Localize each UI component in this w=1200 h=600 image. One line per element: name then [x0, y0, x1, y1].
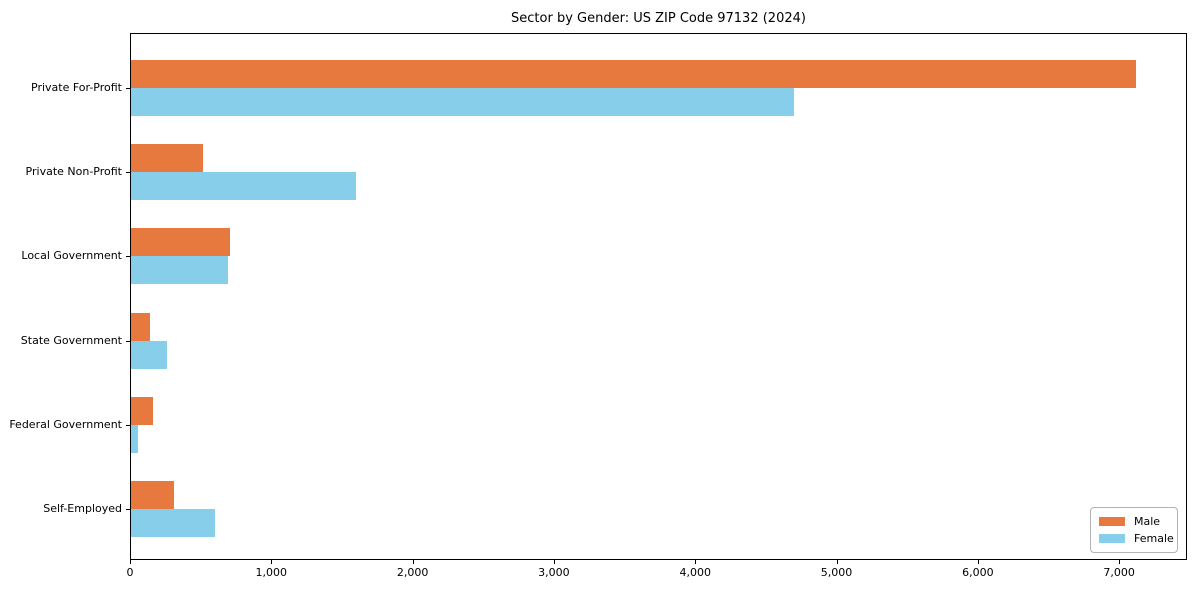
xtick-label: 5,000	[820, 566, 853, 579]
bar-male-5	[131, 481, 174, 509]
bar-female-3	[131, 340, 168, 369]
xtick-label: 4,000	[679, 566, 711, 579]
bar-female-2	[131, 256, 228, 285]
ytick-label: Federal Government	[9, 417, 122, 431]
ytick-mark	[126, 340, 130, 342]
xtick-label: 1,000	[255, 566, 288, 579]
bar-female-4	[131, 424, 138, 453]
ytick-label: State Government	[20, 333, 122, 347]
xtick-mark	[836, 560, 838, 564]
ytick-label: Private For-Profit	[31, 81, 122, 94]
bar-male-4	[131, 396, 153, 425]
xtick-label: 6,000	[962, 566, 994, 579]
ytick-mark	[126, 509, 130, 510]
legend-label-male: Male	[1134, 515, 1161, 528]
bar-male-1	[131, 144, 204, 173]
ytick-label: Private Non-Profit	[25, 165, 122, 179]
ytick-mark	[126, 256, 130, 258]
bar-female-5	[131, 509, 216, 537]
ytick-label: Self-Employed	[43, 502, 122, 515]
chart-title: Sector by Gender: US ZIP Code 97132 (202…	[511, 11, 806, 26]
xtick-mark	[271, 560, 273, 564]
xtick-mark	[553, 560, 555, 564]
bar-female-1	[131, 172, 357, 201]
xtick-label: 7,000	[1103, 566, 1135, 579]
xtick-label: 0	[126, 566, 134, 579]
bar-male-0	[131, 60, 1137, 88]
ytick-mark	[126, 172, 130, 174]
bar-male-3	[131, 312, 151, 341]
xtick-label: 3,000	[538, 566, 570, 579]
ytick-mark	[126, 424, 130, 426]
legend-label-female: Female	[1134, 532, 1174, 545]
plot-area	[130, 33, 1187, 560]
female-color-swatch	[1099, 534, 1125, 543]
xtick-mark	[695, 560, 697, 564]
xtick-mark	[1119, 560, 1121, 564]
xtick-label: 2,000	[396, 566, 429, 579]
bar-female-0	[131, 88, 795, 116]
legend-item-male: Male	[1099, 513, 1169, 530]
ytick-label: Local Government	[21, 249, 122, 263]
bar-male-2	[131, 228, 230, 257]
xtick-mark	[130, 560, 131, 564]
ytick-mark	[126, 88, 130, 89]
legend-item-female: Female	[1099, 530, 1174, 547]
xtick-mark	[412, 560, 414, 564]
male-color-swatch	[1099, 517, 1125, 526]
xtick-mark	[977, 560, 979, 564]
legend: Male Female	[1090, 507, 1178, 553]
